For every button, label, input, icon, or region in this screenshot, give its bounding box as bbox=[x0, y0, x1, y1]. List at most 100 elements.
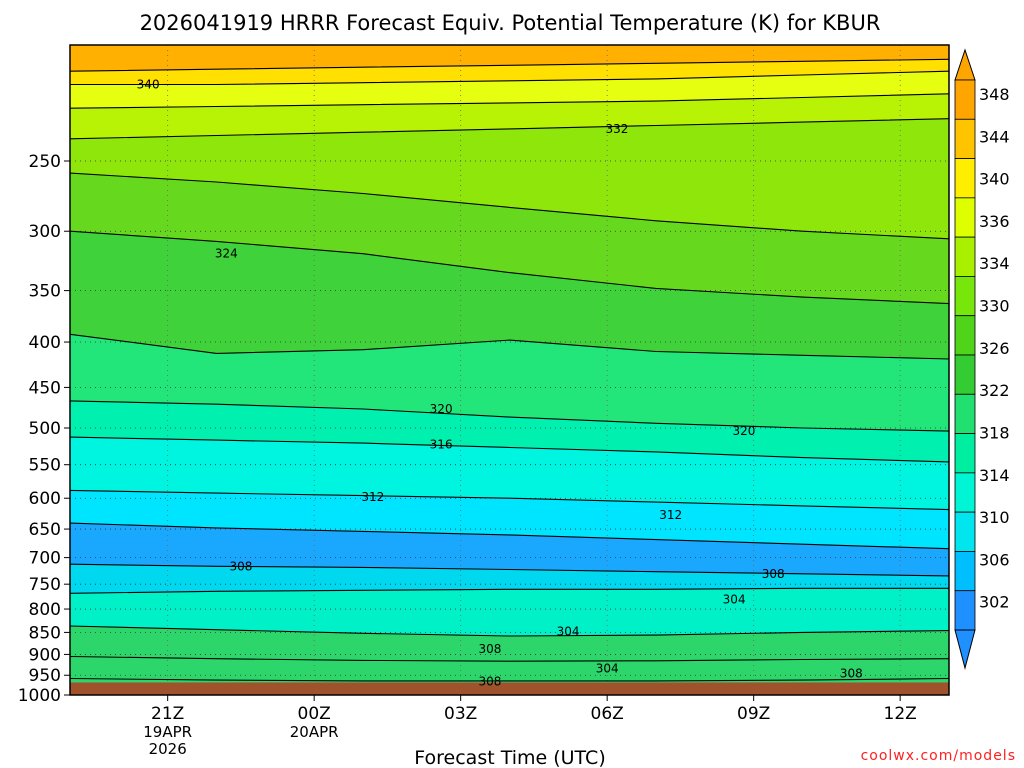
contour-line-320 bbox=[69, 400, 950, 432]
contour-line-324 bbox=[69, 230, 950, 305]
colorbar-top-arrow bbox=[954, 48, 976, 81]
y-tick-label: 350 bbox=[29, 282, 61, 302]
contour-band bbox=[70, 564, 949, 594]
colorbar-segment bbox=[954, 511, 976, 552]
colorbar-segment bbox=[954, 590, 976, 631]
y-tick-label: 900 bbox=[29, 645, 61, 665]
contour-label-text: 308 bbox=[762, 567, 785, 581]
contour-label-text: 324 bbox=[215, 247, 238, 261]
contour-line-306 bbox=[69, 587, 949, 594]
colorbar-segment bbox=[954, 433, 976, 474]
colorbar-segment bbox=[954, 236, 976, 277]
colorbar-segment bbox=[954, 197, 976, 238]
contour-band bbox=[70, 334, 949, 432]
contour-line-312 bbox=[69, 489, 950, 511]
contour-label-text: 312 bbox=[659, 508, 682, 522]
colorbar-segment bbox=[954, 158, 976, 199]
contour-label-text: 308 bbox=[229, 559, 252, 573]
credit-text: coolwx.com/models bbox=[861, 748, 1016, 764]
contour-line-328 bbox=[69, 172, 950, 240]
contour-label: 308 bbox=[479, 642, 502, 656]
contour-label: 304 bbox=[596, 662, 619, 676]
x-tick-year: 2026 bbox=[149, 740, 187, 758]
y-tick-label: 950 bbox=[29, 666, 61, 686]
contour-label-text: 304 bbox=[596, 662, 619, 676]
y-tick-label: 850 bbox=[29, 623, 61, 643]
contour-label: 340 bbox=[137, 78, 160, 92]
x-axis-title: Forecast Time (UTC) bbox=[414, 747, 605, 768]
colorbar: 348 344 340 336 334 330 326 322 318 314 310 306 302 bbox=[954, 48, 1010, 670]
contour-label: 312 bbox=[659, 508, 682, 522]
x-tick-label: 12Z bbox=[884, 704, 917, 724]
contour-label-text: 304 bbox=[723, 592, 746, 606]
y-tick-label: 600 bbox=[29, 489, 61, 509]
colorbar-label: 318 bbox=[979, 423, 1010, 442]
colorbar-segment bbox=[954, 315, 976, 356]
colorbar-label: 314 bbox=[979, 466, 1010, 485]
colorbar-segment bbox=[954, 393, 976, 434]
x-tick-label: 03Z bbox=[444, 704, 477, 724]
x-tick-label: 06Z bbox=[591, 704, 624, 724]
y-tick-label: 400 bbox=[29, 333, 61, 353]
contour-label: 308 bbox=[229, 559, 252, 573]
contour-label-text: 304 bbox=[557, 624, 580, 638]
y-tick-label: 550 bbox=[29, 456, 61, 476]
y-tick-label: 300 bbox=[29, 222, 61, 242]
y-axis: 2503003504004505005506006507007508008509… bbox=[18, 152, 70, 706]
contour-label-layer: 340 332 324 320 320 316 312 312 308 308 304 304 308 3… bbox=[137, 78, 863, 689]
contour-label-text: 308 bbox=[840, 667, 863, 681]
contour-band bbox=[70, 45, 949, 72]
contour-band bbox=[70, 173, 949, 304]
below-ground-area bbox=[70, 682, 949, 695]
colorbar-label: 310 bbox=[979, 508, 1010, 527]
contour-label: 332 bbox=[605, 122, 628, 136]
contour-label-text: 332 bbox=[605, 122, 628, 136]
contour-line-308 bbox=[69, 677, 950, 682]
contour-label: 308 bbox=[840, 667, 863, 681]
contour-band bbox=[70, 400, 949, 462]
contour-label-text: 316 bbox=[430, 438, 453, 452]
contour-line-322 bbox=[69, 333, 950, 360]
contour-band bbox=[70, 626, 949, 662]
contour-line-344 bbox=[69, 58, 950, 72]
x-tick-label: 21Z bbox=[151, 704, 184, 724]
contour-line-332 bbox=[69, 118, 950, 140]
contour-label: 304 bbox=[723, 592, 746, 606]
colorbar-label: 302 bbox=[979, 593, 1010, 612]
colorbar-label: 344 bbox=[979, 127, 1010, 146]
contour-label-text: 340 bbox=[137, 78, 160, 92]
contour-band bbox=[70, 523, 949, 576]
contour-label-text: 308 bbox=[479, 675, 502, 689]
colorbar-label: 336 bbox=[979, 212, 1010, 231]
colorbar-label: 340 bbox=[979, 170, 1010, 189]
contour-line-304 bbox=[69, 625, 950, 637]
y-tick-label: 700 bbox=[29, 549, 61, 569]
contour-label: 320 bbox=[430, 402, 453, 416]
contour-label: 308 bbox=[479, 675, 502, 689]
contour-band bbox=[70, 231, 949, 359]
colorbar-label: 306 bbox=[979, 550, 1010, 569]
contour-line-336 bbox=[69, 93, 950, 109]
colorbar-segment bbox=[954, 79, 976, 120]
contour-band bbox=[70, 588, 949, 636]
y-tick-label: 650 bbox=[29, 520, 61, 540]
chart-title: 2026041919 HRRR Forecast Equiv. Potentia… bbox=[140, 11, 881, 35]
colorbar-bottom-arrow bbox=[954, 629, 976, 670]
contour-line-340 bbox=[70, 70, 950, 86]
x-tick-label: 00Z bbox=[298, 704, 331, 724]
contour-band bbox=[70, 93, 949, 139]
colorbar-segment bbox=[954, 118, 976, 159]
contour-label: 308 bbox=[762, 567, 785, 581]
contour-line-310 bbox=[69, 522, 950, 550]
contour-line-layer bbox=[69, 58, 950, 682]
contour-label: 304 bbox=[557, 624, 580, 638]
contour-fill-layer bbox=[70, 45, 949, 683]
colorbar-segment bbox=[954, 472, 976, 513]
contour-label: 320 bbox=[732, 424, 755, 438]
contour-label: 312 bbox=[361, 490, 384, 504]
contour-band bbox=[70, 678, 949, 683]
contour-band bbox=[70, 118, 949, 239]
contour-label: 324 bbox=[215, 247, 238, 261]
contour-band bbox=[70, 59, 949, 85]
